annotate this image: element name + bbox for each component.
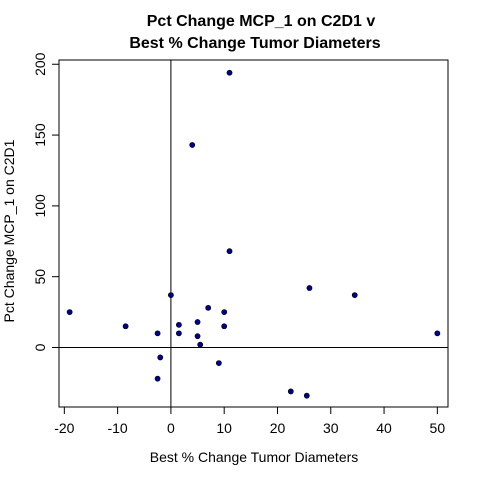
y-tick-label: 150 — [32, 123, 48, 147]
x-tick-label: 10 — [216, 420, 232, 436]
x-tick-label: -20 — [54, 420, 74, 436]
data-point — [66, 309, 73, 316]
x-tick-label: 0 — [167, 420, 175, 436]
data-point — [303, 392, 310, 399]
x-tick-label: 20 — [270, 420, 286, 436]
data-point — [205, 304, 212, 311]
data-point — [221, 323, 228, 330]
y-tick-label: 100 — [32, 194, 48, 218]
data-point — [226, 248, 233, 255]
x-tick-label: 40 — [376, 420, 392, 436]
data-point — [197, 341, 204, 348]
y-axis: 0 50 100 150 200 — [32, 52, 59, 351]
data-point — [434, 330, 441, 337]
data-points — [66, 69, 441, 399]
data-point — [287, 388, 294, 395]
chart-title-line-1: Pct Change MCP_1 on C2D1 v — [147, 13, 376, 30]
data-point — [122, 323, 129, 330]
x-tick-label: 50 — [430, 420, 446, 436]
x-axis: -20 -10 0 10 20 30 40 50 — [54, 407, 445, 436]
y-axis-label: Pct Change MCP_1 on C2D1 — [1, 139, 17, 322]
data-point — [154, 330, 161, 337]
data-point — [154, 375, 161, 382]
data-point — [221, 309, 228, 316]
y-tick-label: 200 — [32, 52, 48, 76]
data-point — [194, 319, 201, 325]
data-point — [168, 292, 174, 299]
y-tick-label: 0 — [32, 343, 48, 351]
data-point — [157, 354, 164, 361]
data-point — [189, 142, 196, 148]
x-tick-label: 30 — [323, 420, 339, 436]
chart-title-line-2: Best % Change Tumor Diameters — [129, 35, 380, 52]
data-point — [226, 69, 233, 76]
data-point — [175, 321, 182, 328]
data-point — [351, 292, 358, 299]
data-point — [175, 330, 182, 337]
y-tick-label: 50 — [32, 269, 48, 285]
plot-frame — [58, 59, 449, 408]
reference-lines — [59, 60, 448, 407]
x-tick-label: -10 — [107, 420, 127, 436]
x-axis-label: Best % Change Tumor Diameters — [150, 449, 359, 465]
data-point — [215, 360, 222, 366]
data-point — [194, 333, 201, 340]
data-point — [306, 285, 313, 291]
